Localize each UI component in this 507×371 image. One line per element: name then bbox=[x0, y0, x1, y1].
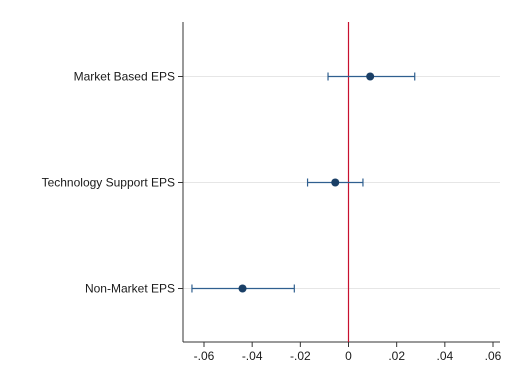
x-tick-label-0: -.06 bbox=[194, 349, 215, 363]
x-tick-label-3: 0 bbox=[345, 349, 352, 363]
x-axis-ticks: -.06 -.04 -.02 0 .02 .04 .06 bbox=[194, 342, 502, 363]
estimate-point-1 bbox=[331, 178, 340, 187]
x-tick-label-4: .02 bbox=[388, 349, 405, 363]
x-tick-label-1: -.04 bbox=[242, 349, 263, 363]
x-tick-label-2: -.02 bbox=[290, 349, 311, 363]
category-label-2: Non-Market EPS bbox=[85, 282, 175, 296]
x-tick-label-5: .04 bbox=[436, 349, 453, 363]
x-tick-label-6: .06 bbox=[485, 349, 502, 363]
estimate-point-0 bbox=[366, 72, 375, 81]
category-label-0: Market Based EPS bbox=[74, 70, 175, 84]
category-label-1: Technology Support EPS bbox=[42, 176, 175, 190]
category-labels: Market Based EPS Technology Support EPS No… bbox=[42, 70, 183, 296]
estimate-point-2 bbox=[238, 284, 247, 293]
estimates bbox=[191, 72, 416, 293]
